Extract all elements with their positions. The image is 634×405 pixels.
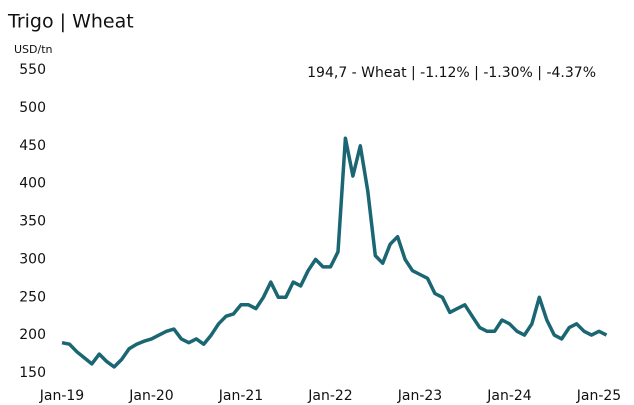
x-tick-label: Jan-23	[397, 388, 442, 404]
y-axis-label: USD/tn	[14, 43, 53, 56]
chart-title: Trigo | Wheat	[7, 11, 134, 33]
x-tick-label: Jan-20	[128, 388, 173, 404]
y-tick-label: 400	[19, 176, 46, 192]
x-tick-label: Jan-19	[39, 388, 84, 404]
y-tick-label: 500	[19, 100, 46, 116]
y-tick-label: 350	[19, 214, 46, 230]
y-tick-label: 250	[19, 289, 46, 305]
y-tick-label: 300	[19, 251, 46, 267]
x-tick-label: Jan-22	[307, 388, 352, 404]
annotation: 194,7 - Wheat | -1.12% | -1.30% | -4.37%	[307, 65, 596, 81]
y-tick-label: 150	[19, 365, 46, 381]
x-tick-label: Jan-25	[576, 388, 621, 404]
y-tick-label: 200	[19, 327, 46, 343]
x-tick-label: Jan-24	[486, 388, 532, 404]
data-line	[61, 136, 608, 369]
y-tick-label: 450	[19, 138, 46, 154]
y-tick-label: 550	[19, 62, 46, 78]
x-tick-label: Jan-21	[218, 388, 263, 404]
